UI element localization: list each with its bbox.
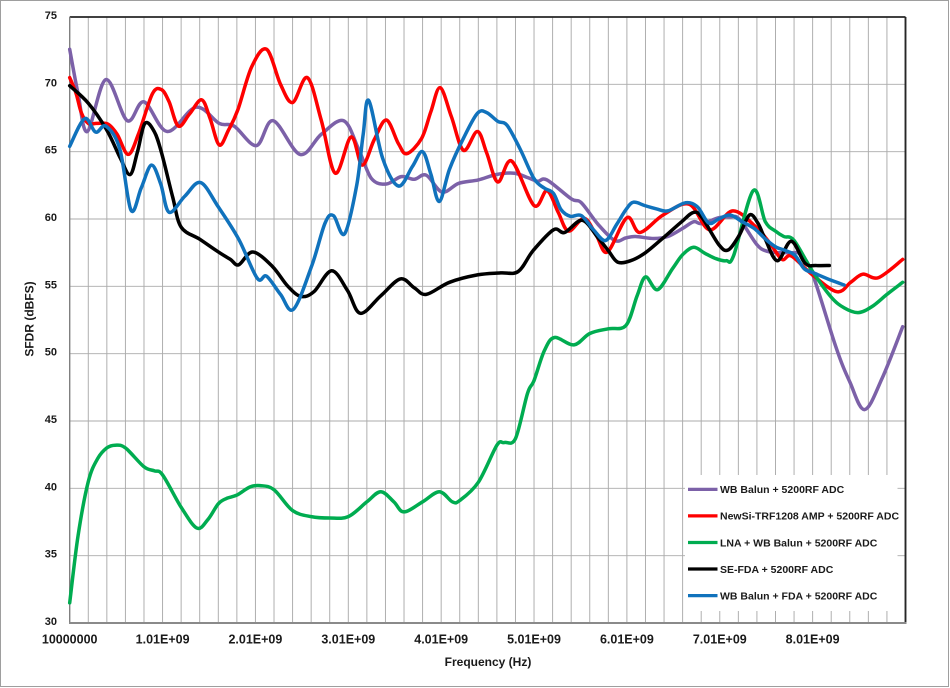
svg-text:6.01E+09: 6.01E+09 bbox=[600, 633, 654, 647]
svg-text:3.01E+09: 3.01E+09 bbox=[321, 633, 375, 647]
svg-text:SFDR (dBFS): SFDR (dBFS) bbox=[23, 281, 37, 356]
svg-text:10000000: 10000000 bbox=[42, 633, 98, 647]
svg-text:40: 40 bbox=[45, 481, 57, 493]
svg-text:55: 55 bbox=[45, 279, 57, 291]
svg-text:50: 50 bbox=[45, 347, 57, 359]
svg-text:SE-FDA + 5200RF ADC: SE-FDA + 5200RF ADC bbox=[720, 564, 834, 576]
svg-text:5.01E+09: 5.01E+09 bbox=[507, 633, 561, 647]
svg-text:60: 60 bbox=[45, 212, 57, 224]
svg-text:7.01E+09: 7.01E+09 bbox=[693, 633, 747, 647]
svg-text:8.01E+09: 8.01E+09 bbox=[786, 633, 840, 647]
svg-text:45: 45 bbox=[45, 414, 57, 426]
svg-text:Frequency (Hz): Frequency (Hz) bbox=[445, 655, 532, 669]
svg-text:2.01E+09: 2.01E+09 bbox=[228, 633, 282, 647]
svg-text:1.01E+09: 1.01E+09 bbox=[136, 633, 190, 647]
svg-text:4.01E+09: 4.01E+09 bbox=[414, 633, 468, 647]
svg-text:35: 35 bbox=[45, 549, 57, 561]
svg-text:70: 70 bbox=[45, 77, 57, 89]
svg-text:30: 30 bbox=[45, 616, 57, 628]
svg-text:65: 65 bbox=[45, 145, 57, 157]
svg-text:LNA + WB Balun + 5200RF ADC: LNA + WB Balun + 5200RF ADC bbox=[720, 537, 878, 549]
svg-text:WB Balun + 5200RF ADC: WB Balun + 5200RF ADC bbox=[720, 484, 845, 496]
svg-text:75: 75 bbox=[45, 10, 57, 22]
svg-text:NewSi-TRF1208 AMP + 5200RF ADC: NewSi-TRF1208 AMP + 5200RF ADC bbox=[720, 511, 899, 523]
svg-text:WB Balun + FDA + 5200RF ADC: WB Balun + FDA + 5200RF ADC bbox=[720, 590, 878, 602]
